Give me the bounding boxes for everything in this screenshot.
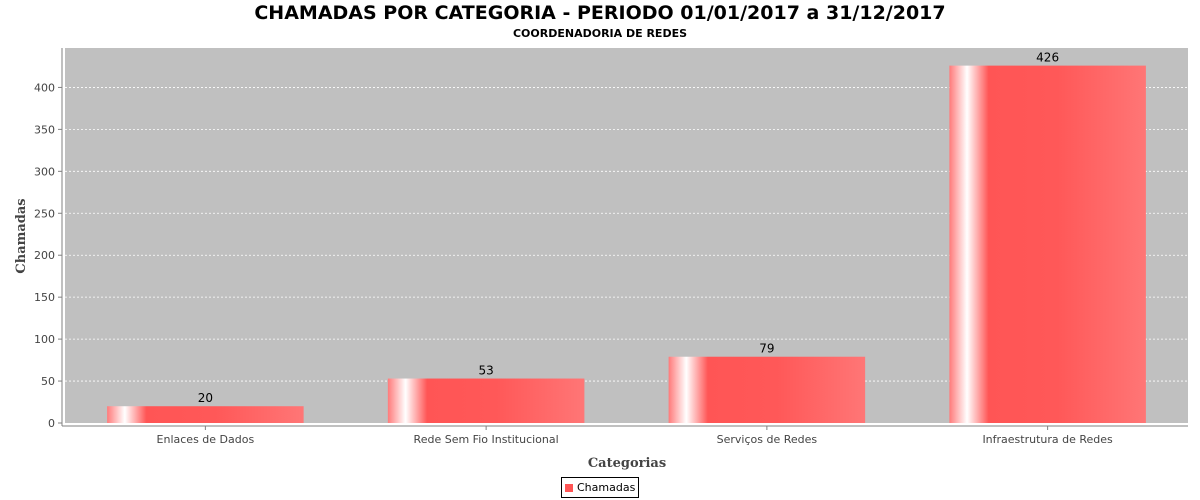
y-tick-label: 150 bbox=[34, 291, 55, 304]
grid-lines bbox=[65, 87, 1188, 382]
bar bbox=[668, 356, 866, 423]
x-axis-title: Categorias bbox=[588, 456, 666, 471]
y-axis-title: Chamadas bbox=[14, 198, 29, 273]
bars: 20 53 79 426 bbox=[107, 51, 1146, 424]
legend-label: Chamadas bbox=[577, 481, 636, 494]
y-axis-ticks: 0 50 100 150 200 250 300 350 400 bbox=[34, 81, 62, 430]
bar bbox=[107, 406, 304, 423]
y-tick-label: 350 bbox=[34, 123, 55, 136]
bar bbox=[949, 65, 1146, 424]
data-label: 79 bbox=[759, 342, 774, 356]
y-tick-label: 250 bbox=[34, 207, 55, 220]
data-label: 53 bbox=[478, 364, 493, 378]
y-tick-label: 200 bbox=[34, 249, 55, 262]
y-tick-label: 300 bbox=[34, 165, 55, 178]
x-tick-label: Infraestrutura de Redes bbox=[982, 433, 1113, 446]
legend-swatch bbox=[565, 483, 573, 492]
chart-subtitle: COORDENADORIA DE REDES bbox=[512, 27, 688, 40]
x-tick-label: Rede Sem Fio Institucional bbox=[414, 433, 559, 446]
chart-title: CHAMADAS POR CATEGORIA - PERIODO 01/01/2… bbox=[254, 2, 946, 24]
y-tick-label: 100 bbox=[34, 333, 55, 346]
x-axis-ticks: Enlaces de Dados Rede Sem Fio Institucion… bbox=[157, 426, 1113, 446]
y-tick-label: 50 bbox=[41, 375, 55, 388]
x-tick-label: Serviços de Redes bbox=[717, 433, 818, 446]
data-label: 20 bbox=[198, 391, 213, 405]
y-tick-label: 0 bbox=[48, 417, 55, 430]
x-tick-label: Enlaces de Dados bbox=[157, 433, 255, 446]
legend: Chamadas bbox=[561, 477, 640, 498]
bar bbox=[387, 378, 585, 423]
data-label: 426 bbox=[1036, 51, 1059, 65]
y-tick-label: 400 bbox=[34, 81, 55, 94]
